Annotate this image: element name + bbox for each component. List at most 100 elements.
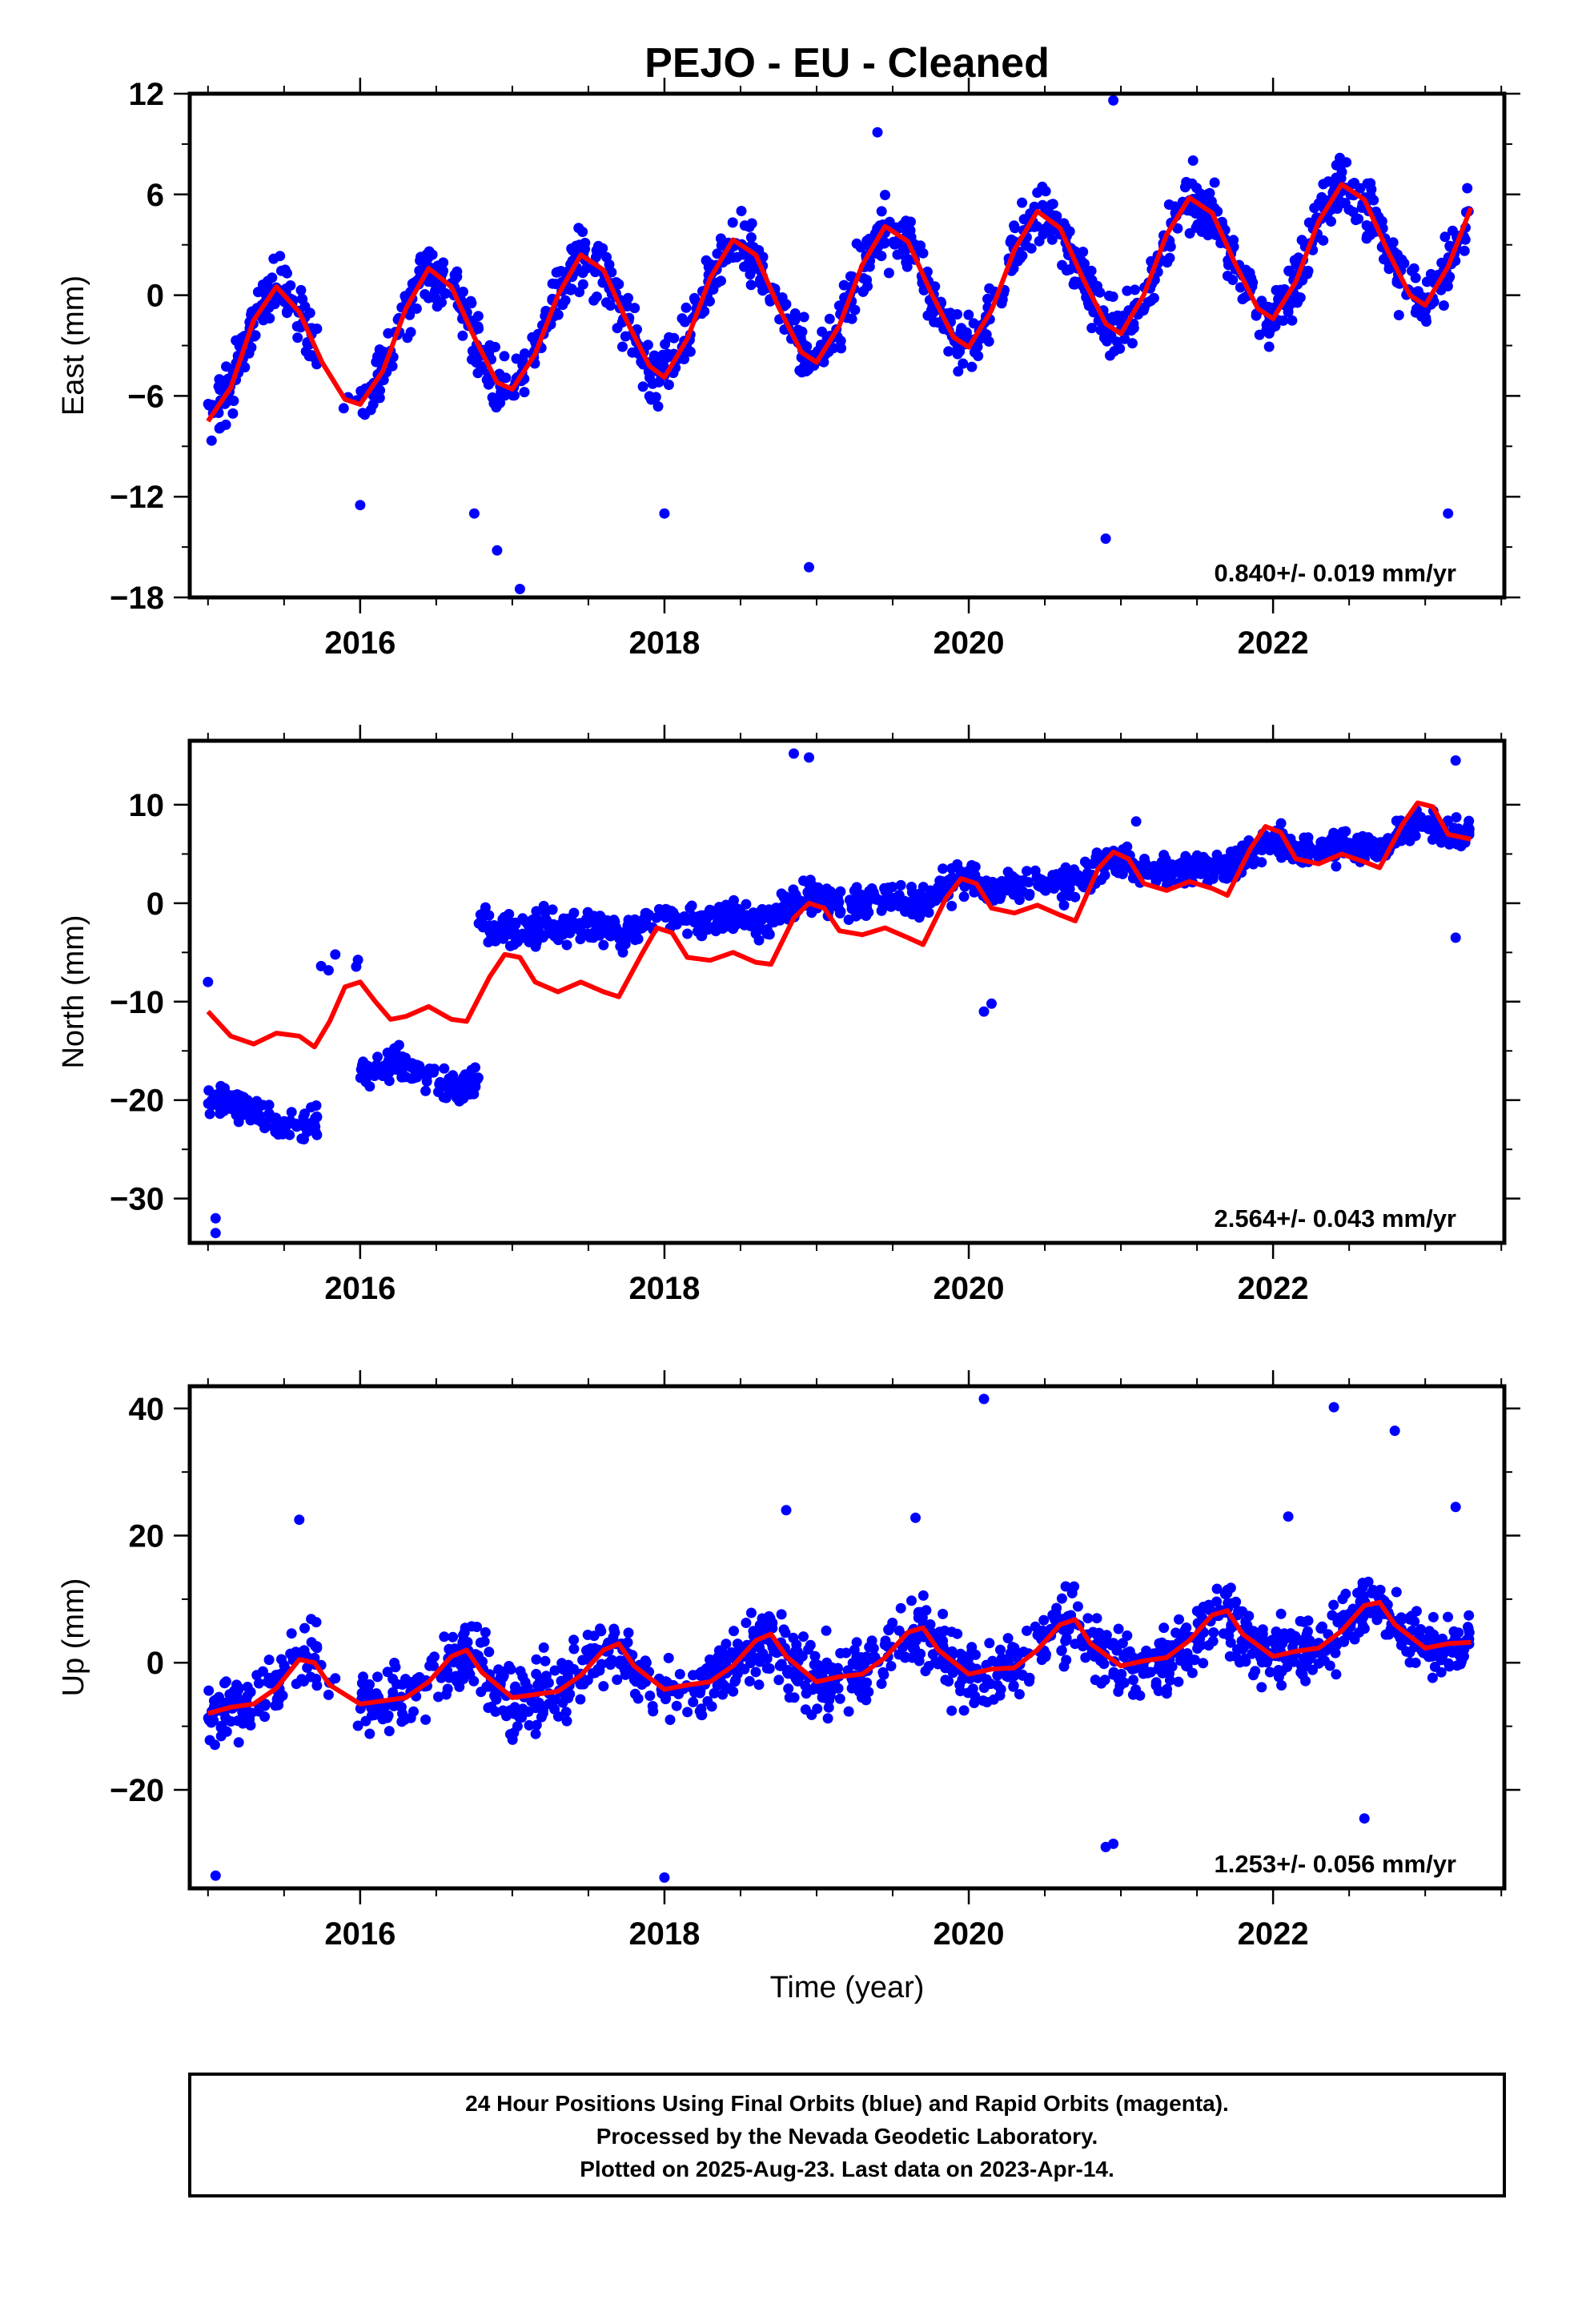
footer-border <box>188 2073 1506 2197</box>
data-point <box>623 292 633 304</box>
data-point <box>893 890 905 901</box>
data-point <box>377 1061 388 1072</box>
data-point <box>1122 1630 1133 1641</box>
data-point <box>885 1661 897 1671</box>
outlier-point <box>1450 932 1461 943</box>
data-point <box>612 1675 623 1685</box>
data-point <box>663 380 674 390</box>
data-point <box>291 1647 301 1658</box>
data-point <box>1005 236 1016 247</box>
data-point <box>677 313 688 324</box>
footer-line-1: 24 Hour Positions Using Final Orbits (bl… <box>465 2091 1229 2116</box>
data-point <box>1050 1614 1061 1626</box>
data-point <box>1200 863 1211 875</box>
data-point <box>1191 222 1202 233</box>
data-point <box>1273 1665 1284 1675</box>
data-point <box>761 1663 773 1674</box>
data-point <box>764 928 775 939</box>
data-point <box>1195 188 1206 199</box>
data-point <box>1116 858 1127 870</box>
data-point <box>555 919 566 930</box>
data-point <box>451 1671 461 1682</box>
data-point <box>901 261 913 272</box>
data-point <box>1094 287 1106 298</box>
data-point <box>467 345 478 356</box>
data-point <box>849 304 861 316</box>
data-point <box>221 361 231 372</box>
data-point <box>696 1667 707 1678</box>
data-point <box>938 863 949 875</box>
data-point <box>913 1606 924 1618</box>
data-point <box>1263 341 1275 352</box>
data-point <box>629 935 640 946</box>
data-point <box>648 1706 659 1717</box>
data-point <box>880 190 890 200</box>
data-point <box>1256 1657 1267 1668</box>
outlier-point <box>210 1212 221 1224</box>
data-point <box>895 1602 906 1614</box>
data-point <box>844 895 855 906</box>
data-point <box>1118 310 1129 321</box>
data-point <box>1301 848 1312 859</box>
data-point <box>1331 203 1343 214</box>
outlier-point <box>910 1512 921 1523</box>
data-point <box>1225 1582 1236 1594</box>
data-point <box>644 372 655 384</box>
data-point <box>717 915 728 926</box>
data-point <box>1058 899 1070 911</box>
data-point <box>1410 272 1421 283</box>
data-point <box>1022 866 1032 877</box>
data-point <box>271 1670 282 1681</box>
data-point <box>408 1706 419 1717</box>
data-point <box>1108 1667 1119 1678</box>
data-point <box>1250 1666 1261 1677</box>
data-point <box>741 1618 752 1628</box>
data-point <box>1421 316 1431 327</box>
data-point <box>1331 1669 1342 1680</box>
data-point <box>1058 1661 1070 1672</box>
data-point <box>1145 296 1156 307</box>
data-point <box>260 1699 271 1710</box>
data-point <box>1435 837 1447 848</box>
data-point <box>913 912 925 923</box>
data-point <box>925 885 936 896</box>
footer-line-2: Processed by the Nevada Geodetic Laborat… <box>596 2124 1098 2149</box>
data-point <box>497 1672 508 1683</box>
outlier-point <box>1450 755 1461 766</box>
data-point <box>899 245 910 256</box>
data-point <box>400 1072 412 1083</box>
data-point <box>835 886 846 897</box>
data-point <box>745 920 756 931</box>
data-point <box>1423 1633 1434 1644</box>
data-point <box>589 929 600 939</box>
data-point <box>299 1622 310 1634</box>
data-point <box>1090 852 1102 863</box>
data-point <box>1126 338 1138 349</box>
data-point <box>933 317 944 328</box>
data-point <box>387 1674 399 1684</box>
x-tick-label: 2022 <box>1238 1916 1309 1952</box>
data-point <box>433 1691 444 1703</box>
chart-title: PEJO - EU - Cleaned <box>644 40 1050 86</box>
data-point <box>620 1669 631 1680</box>
outlier-point <box>978 1006 990 1017</box>
data-point <box>1226 1622 1237 1634</box>
data-point <box>504 940 516 951</box>
data-point <box>825 886 836 897</box>
data-point <box>1406 1610 1417 1622</box>
data-point <box>1204 187 1215 199</box>
data-point <box>291 1118 301 1129</box>
data-point <box>1443 1611 1453 1622</box>
x-tick-label: 2016 <box>324 625 396 661</box>
up-panel: 2016 2018 2020 2022 40 20 0 −20 Up (mm) 1.253+/- … <box>57 1370 1520 1952</box>
data-point <box>992 888 1003 899</box>
x-tick-label: 2020 <box>934 1916 1005 1952</box>
data-point <box>561 939 572 951</box>
data-point <box>1415 1624 1426 1634</box>
data-point <box>1165 863 1176 875</box>
data-point <box>282 308 292 319</box>
data-point <box>879 883 890 894</box>
data-point <box>753 1679 765 1691</box>
outlier-point <box>1328 1401 1339 1413</box>
data-point <box>206 435 217 446</box>
